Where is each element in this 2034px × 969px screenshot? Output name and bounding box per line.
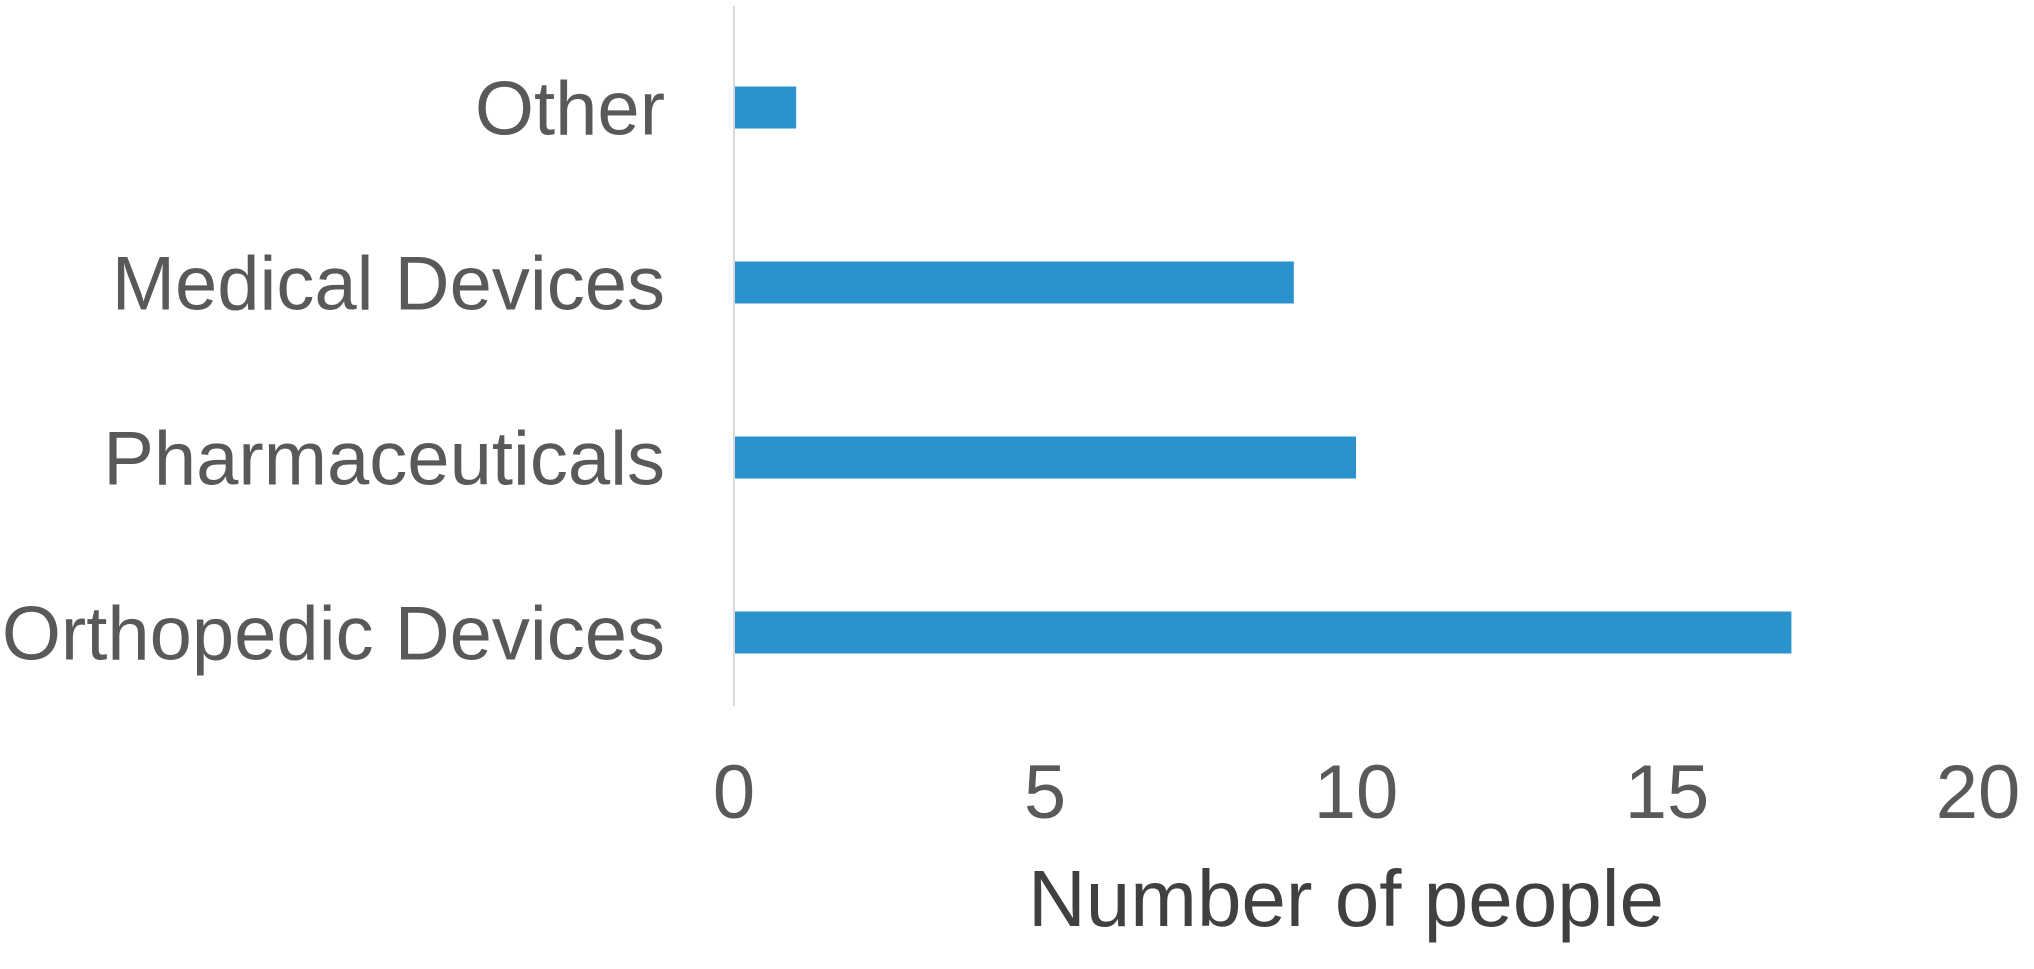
category-label-pharmaceuticals: Pharmaceuticals (103, 417, 665, 502)
bar-other (734, 86, 797, 129)
x-tick-label-15: 15 (1625, 750, 1710, 835)
bar-pharmaceuticals (734, 436, 1356, 479)
category-labels: Other Medical Devices Pharmaceuticals Ortho… (2, 67, 665, 677)
x-tick-label-0: 0 (713, 750, 755, 835)
category-label-medical-devices: Medical Devices (112, 242, 665, 327)
bar-medical-devices (734, 261, 1294, 304)
bars-group (734, 86, 1792, 654)
x-tick-label-10: 10 (1314, 750, 1399, 835)
category-label-other: Other (475, 67, 665, 152)
x-axis-title: Number of people (1028, 854, 1664, 943)
category-label-orthopedic-devices: Orthopedic Devices (2, 592, 665, 677)
x-tick-label-5: 5 (1024, 750, 1066, 835)
x-tick-label-20: 20 (1936, 750, 2021, 835)
bar-orthopedic-devices (734, 611, 1792, 654)
x-tick-labels: 0 5 10 15 20 (713, 750, 2020, 835)
